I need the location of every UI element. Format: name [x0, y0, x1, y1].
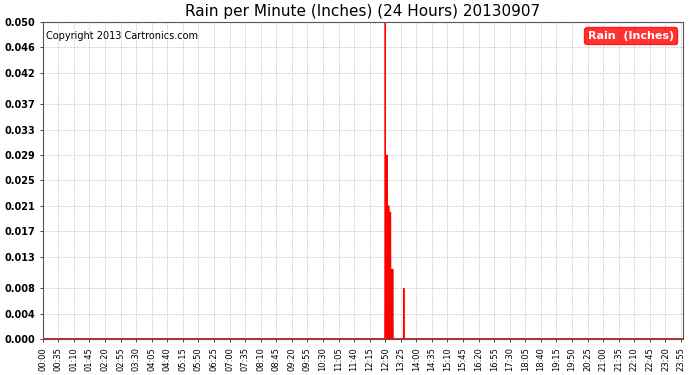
- Title: Rain per Minute (Inches) (24 Hours) 20130907: Rain per Minute (Inches) (24 Hours) 2013…: [185, 4, 540, 19]
- Text: Copyright 2013 Cartronics.com: Copyright 2013 Cartronics.com: [46, 31, 198, 41]
- Legend: Rain  (Inches): Rain (Inches): [584, 27, 678, 44]
